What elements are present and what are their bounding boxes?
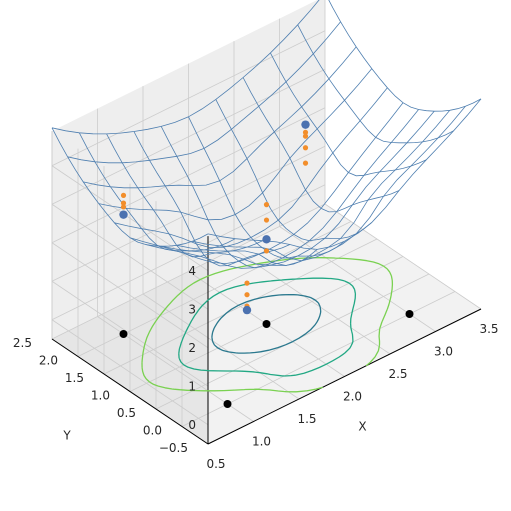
floor-point [223, 400, 232, 408]
sample-point [263, 202, 270, 208]
x-tick-label: 0.5 [206, 457, 225, 471]
y-tick-label: 1.5 [65, 371, 84, 385]
contour-line [141, 257, 394, 393]
y-tick-label: −0.5 [159, 441, 188, 455]
surface-line-x [297, 24, 454, 144]
x-tick-label: 1.0 [252, 435, 271, 449]
sample-point [120, 192, 127, 198]
z-grid-side [51, 165, 209, 272]
z-grid-back [51, 68, 326, 205]
z-tick-label: 0 [188, 418, 196, 432]
sample-point [120, 204, 127, 210]
floor-points [119, 310, 414, 408]
surface-line-x [133, 131, 291, 267]
surface-line-x [78, 132, 236, 252]
y-tick-label: 2.5 [13, 336, 32, 350]
x-tick-label: 2.0 [343, 390, 362, 404]
contour-line [211, 293, 322, 354]
z-tick-label: 3 [188, 302, 196, 316]
sample-point [120, 200, 127, 206]
z-tick-label: 4 [188, 264, 196, 278]
z-grid-back [51, 184, 326, 321]
y-tick-label: 0.5 [117, 406, 136, 420]
sample-point [263, 217, 270, 223]
contour-line [178, 277, 357, 377]
surface-points [119, 120, 310, 315]
surface-line-x [160, 126, 318, 269]
floor-point [119, 330, 128, 338]
surface-line-x [328, 0, 482, 112]
z-grid-back [51, 107, 326, 244]
y-grid-floor [103, 238, 378, 375]
sample-point [302, 129, 309, 135]
floor-contours [141, 257, 394, 393]
x-axis-line [207, 308, 482, 445]
surface-line-x [215, 99, 373, 242]
y-grid-floor [51, 203, 326, 340]
surface-line-x [51, 127, 209, 247]
sample-point [302, 133, 309, 139]
surface-line-x [270, 52, 427, 177]
sample-point [263, 248, 270, 254]
surface-point [242, 305, 252, 315]
surface-line-x [242, 77, 400, 213]
sample-point [302, 160, 309, 166]
x-tick-label: 3.0 [434, 345, 453, 359]
floor-point [262, 320, 271, 328]
z-grid-back [51, 30, 326, 167]
y-axis-label: Y [62, 429, 71, 443]
surface-point [119, 210, 128, 219]
z-grid-back [51, 145, 326, 282]
floor-point [405, 310, 414, 318]
surface-point [301, 120, 310, 129]
y-tick-label: 2.0 [39, 354, 58, 368]
y-tick-label: 1.0 [91, 389, 110, 403]
surface-line-x [106, 133, 263, 258]
z-tick-label: 1 [188, 379, 196, 393]
z-grid-side [51, 242, 209, 349]
z-tick-label: 2 [188, 341, 196, 355]
sample-point [244, 292, 250, 298]
x-tick-label: 3.5 [479, 322, 498, 336]
axis-lines [51, 236, 482, 445]
y-axis-line [51, 338, 209, 445]
tick-labels: 0.5 1.0 1.5 2.0 2.5 3.0 3.5 −0.5 0.0 0.5 1.0 1.5 2.0… [13, 264, 499, 471]
x-axis-label: X [358, 420, 366, 434]
sample-point [244, 280, 250, 286]
surface-point [262, 235, 271, 244]
surface-wireframe [51, 0, 482, 269]
z-grid-side [51, 280, 209, 387]
x-tick-label: 1.5 [297, 412, 316, 426]
z-grid-side [51, 319, 209, 426]
x-tick-label: 2.5 [388, 367, 407, 381]
sample-point [302, 145, 309, 151]
y-tick-label: 0.0 [143, 424, 162, 438]
